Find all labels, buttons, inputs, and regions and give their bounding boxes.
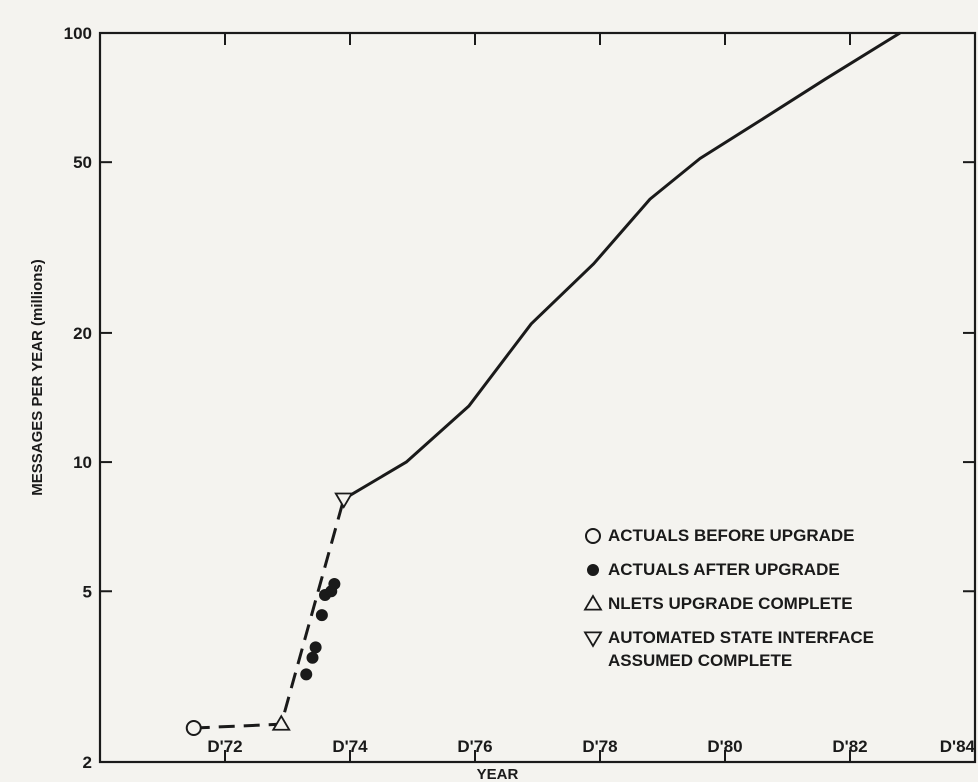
data-point-open-circle <box>187 721 201 735</box>
y-tick-label: 100 <box>64 24 92 43</box>
data-point-filled-circle <box>329 578 340 589</box>
legend-label: ACTUALS BEFORE UPGRADE <box>608 526 855 545</box>
data-point-filled-circle <box>316 610 327 621</box>
legend-label: NLETS UPGRADE COMPLETE <box>608 594 853 613</box>
y-tick-label: 5 <box>83 582 92 601</box>
axes: 2 5 10 20 50 100 D'72 D'74 D'76 D'78 D'80 D'82 D'84 Y… <box>29 24 976 782</box>
data-point-filled-circle <box>310 642 321 653</box>
x-tick-label: D'78 <box>582 737 617 756</box>
legend-label: ASSUMED COMPLETE <box>608 651 792 670</box>
legend-label: ACTUALS AFTER UPGRADE <box>608 560 840 579</box>
data-point-filled-circle <box>307 652 318 663</box>
legend: ACTUALS BEFORE UPGRADE ACTUALS AFTER UPGR… <box>585 526 874 670</box>
x-tick-label: D'76 <box>457 737 492 756</box>
plot-frame <box>100 33 975 762</box>
data-point-filled-circle <box>301 669 312 680</box>
legend-label: AUTOMATED STATE INTERFACE <box>608 628 874 647</box>
solid-projection-line <box>344 33 900 499</box>
y-tick-label: 50 <box>73 153 92 172</box>
x-tick-label: D'84 <box>940 737 976 756</box>
y-tick-label: 10 <box>73 453 92 472</box>
markers-layer <box>187 493 352 735</box>
data-point-triangle-down <box>336 493 352 507</box>
y-tick-label: 20 <box>73 324 92 343</box>
x-tick-label: D'80 <box>707 737 742 756</box>
legend-marker-filled-circle <box>588 565 599 576</box>
y-tick-label: 2 <box>83 753 92 772</box>
legend-marker-open-circle <box>586 529 600 543</box>
series-layer <box>194 33 900 728</box>
y-axis-title: MESSAGES PER YEAR (millions) <box>29 259 46 495</box>
x-tick-label: D'74 <box>332 737 368 756</box>
legend-marker-triangle-up <box>585 596 601 610</box>
x-tick-label: D'82 <box>832 737 867 756</box>
x-axis-title: YEAR <box>477 766 519 782</box>
x-tick-label: D'72 <box>207 737 242 756</box>
legend-marker-triangle-down <box>585 632 601 646</box>
